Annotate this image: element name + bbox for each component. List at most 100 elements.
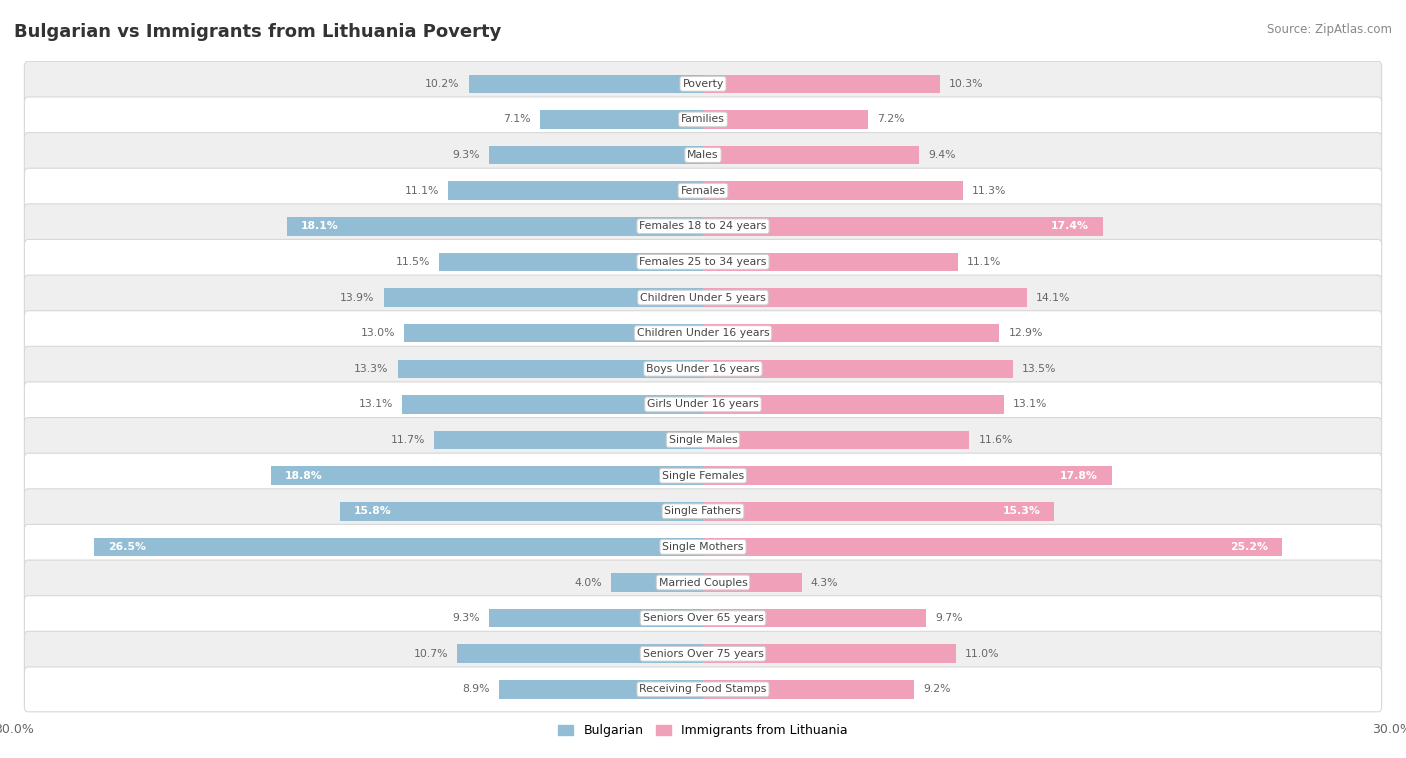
Text: Females: Females xyxy=(681,186,725,196)
Bar xyxy=(703,395,1004,414)
Text: 13.5%: 13.5% xyxy=(1022,364,1056,374)
Text: 13.9%: 13.9% xyxy=(340,293,374,302)
Text: 11.5%: 11.5% xyxy=(395,257,430,267)
Bar xyxy=(703,466,1112,485)
Bar xyxy=(439,252,703,271)
Text: 11.3%: 11.3% xyxy=(972,186,1007,196)
Bar xyxy=(540,110,703,129)
Text: 4.0%: 4.0% xyxy=(574,578,602,587)
Text: 9.4%: 9.4% xyxy=(928,150,956,160)
Text: Females 25 to 34 years: Females 25 to 34 years xyxy=(640,257,766,267)
Text: 4.3%: 4.3% xyxy=(811,578,838,587)
Bar xyxy=(287,217,703,236)
Bar xyxy=(703,288,1026,307)
Text: 25.2%: 25.2% xyxy=(1230,542,1268,552)
FancyBboxPatch shape xyxy=(24,346,1382,391)
Text: 13.1%: 13.1% xyxy=(1012,399,1047,409)
Bar xyxy=(703,680,914,699)
Text: Receiving Food Stamps: Receiving Food Stamps xyxy=(640,684,766,694)
Text: 9.7%: 9.7% xyxy=(935,613,963,623)
FancyBboxPatch shape xyxy=(24,133,1382,177)
Bar xyxy=(703,537,1282,556)
FancyBboxPatch shape xyxy=(24,61,1382,106)
FancyBboxPatch shape xyxy=(24,168,1382,213)
Text: Single Males: Single Males xyxy=(669,435,737,445)
Text: Children Under 16 years: Children Under 16 years xyxy=(637,328,769,338)
Text: 7.1%: 7.1% xyxy=(503,114,531,124)
Text: 10.2%: 10.2% xyxy=(425,79,460,89)
Text: 10.3%: 10.3% xyxy=(949,79,983,89)
FancyBboxPatch shape xyxy=(24,204,1382,249)
Bar xyxy=(703,609,925,628)
Bar xyxy=(703,74,939,93)
Text: 17.4%: 17.4% xyxy=(1050,221,1088,231)
Text: Girls Under 16 years: Girls Under 16 years xyxy=(647,399,759,409)
Text: Single Mothers: Single Mothers xyxy=(662,542,744,552)
Bar xyxy=(703,181,963,200)
FancyBboxPatch shape xyxy=(24,453,1382,498)
Text: 9.3%: 9.3% xyxy=(453,613,481,623)
Bar xyxy=(94,537,703,556)
Text: 13.1%: 13.1% xyxy=(359,399,392,409)
Text: 9.3%: 9.3% xyxy=(453,150,481,160)
FancyBboxPatch shape xyxy=(24,240,1382,284)
Bar xyxy=(499,680,703,699)
Text: 12.9%: 12.9% xyxy=(1008,328,1043,338)
Bar xyxy=(703,644,956,663)
Bar xyxy=(489,609,703,628)
Text: 13.3%: 13.3% xyxy=(354,364,388,374)
Text: 15.3%: 15.3% xyxy=(1002,506,1040,516)
FancyBboxPatch shape xyxy=(24,631,1382,676)
Text: Bulgarian vs Immigrants from Lithuania Poverty: Bulgarian vs Immigrants from Lithuania P… xyxy=(14,23,502,41)
Text: 18.1%: 18.1% xyxy=(301,221,339,231)
Bar xyxy=(489,146,703,164)
Bar xyxy=(703,252,957,271)
FancyBboxPatch shape xyxy=(24,489,1382,534)
Text: 7.2%: 7.2% xyxy=(877,114,905,124)
Bar xyxy=(340,502,703,521)
FancyBboxPatch shape xyxy=(24,382,1382,427)
Text: 26.5%: 26.5% xyxy=(108,542,146,552)
FancyBboxPatch shape xyxy=(24,97,1382,142)
Text: Seniors Over 75 years: Seniors Over 75 years xyxy=(643,649,763,659)
Text: 10.7%: 10.7% xyxy=(413,649,449,659)
Text: 15.8%: 15.8% xyxy=(354,506,392,516)
Bar xyxy=(703,146,920,164)
FancyBboxPatch shape xyxy=(24,311,1382,356)
Bar xyxy=(457,644,703,663)
Bar xyxy=(271,466,703,485)
FancyBboxPatch shape xyxy=(24,418,1382,462)
Text: Single Females: Single Females xyxy=(662,471,744,481)
Text: Males: Males xyxy=(688,150,718,160)
Text: Seniors Over 65 years: Seniors Over 65 years xyxy=(643,613,763,623)
Legend: Bulgarian, Immigrants from Lithuania: Bulgarian, Immigrants from Lithuania xyxy=(554,719,852,742)
Bar xyxy=(703,110,869,129)
Text: 11.0%: 11.0% xyxy=(965,649,1000,659)
FancyBboxPatch shape xyxy=(24,667,1382,712)
Bar xyxy=(703,502,1054,521)
Bar xyxy=(468,74,703,93)
Text: Married Couples: Married Couples xyxy=(658,578,748,587)
Bar xyxy=(703,573,801,592)
Bar xyxy=(434,431,703,449)
Text: 11.1%: 11.1% xyxy=(967,257,1001,267)
Bar xyxy=(384,288,703,307)
Text: 11.7%: 11.7% xyxy=(391,435,425,445)
Text: 14.1%: 14.1% xyxy=(1036,293,1070,302)
Bar xyxy=(703,217,1102,236)
FancyBboxPatch shape xyxy=(24,596,1382,641)
Bar xyxy=(405,324,703,343)
Text: 13.0%: 13.0% xyxy=(361,328,395,338)
FancyBboxPatch shape xyxy=(24,560,1382,605)
Text: 9.2%: 9.2% xyxy=(924,684,950,694)
Text: Boys Under 16 years: Boys Under 16 years xyxy=(647,364,759,374)
Bar xyxy=(398,359,703,378)
Text: 11.1%: 11.1% xyxy=(405,186,439,196)
Text: 11.6%: 11.6% xyxy=(979,435,1012,445)
Text: Single Fathers: Single Fathers xyxy=(665,506,741,516)
Text: 17.8%: 17.8% xyxy=(1060,471,1098,481)
Text: Females 18 to 24 years: Females 18 to 24 years xyxy=(640,221,766,231)
Bar xyxy=(449,181,703,200)
Text: Families: Families xyxy=(681,114,725,124)
FancyBboxPatch shape xyxy=(24,275,1382,320)
